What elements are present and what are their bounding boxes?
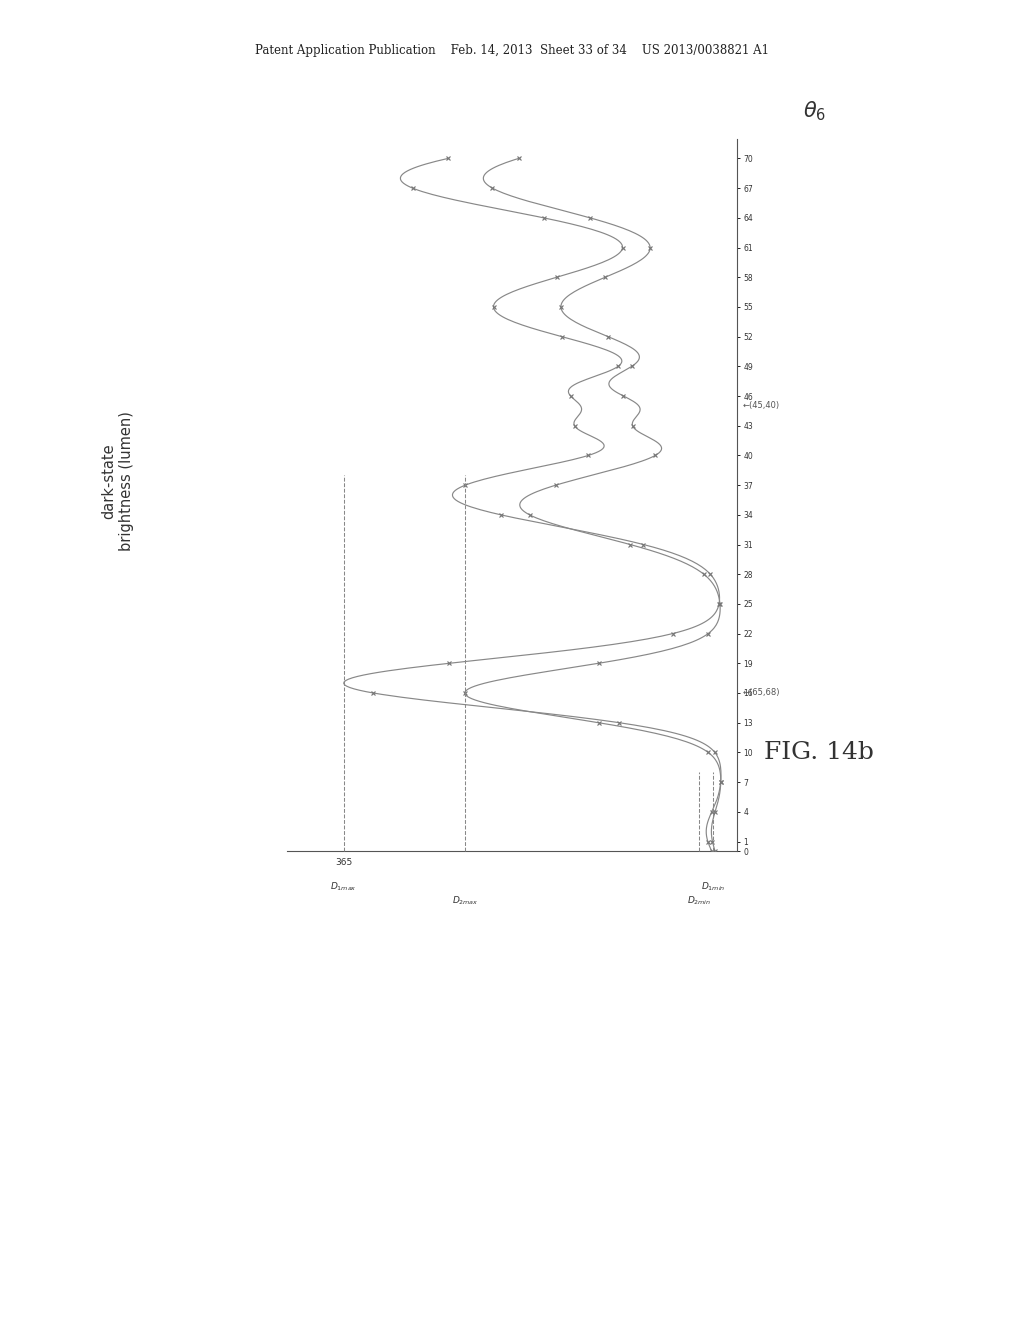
Text: $D_{2max}$: $D_{2max}$ [452,895,478,907]
Text: FIG. 14b: FIG. 14b [764,741,874,764]
Text: $D_{1min}$: $D_{1min}$ [701,880,726,892]
Text: 365: 365 [335,858,352,867]
Text: ←(45,40): ←(45,40) [742,401,779,411]
Text: Patent Application Publication    Feb. 14, 2013  Sheet 33 of 34    US 2013/00388: Patent Application Publication Feb. 14, … [255,44,769,57]
Text: $\theta_6$: $\theta_6$ [803,99,825,123]
Text: ←(65,68): ←(65,68) [742,689,780,697]
Text: dark-state
brightness (lumen): dark-state brightness (lumen) [101,411,134,550]
Text: $D_{2min}$: $D_{2min}$ [687,895,711,907]
Text: $D_{1max}$: $D_{1max}$ [331,880,357,892]
